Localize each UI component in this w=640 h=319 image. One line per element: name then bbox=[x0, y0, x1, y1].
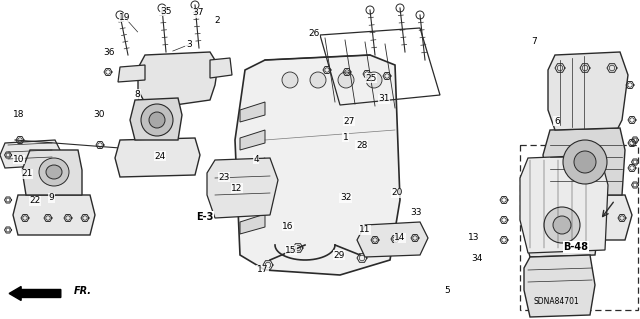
Text: 13: 13 bbox=[468, 233, 479, 242]
Text: 35: 35 bbox=[161, 7, 172, 16]
Polygon shape bbox=[118, 65, 145, 82]
Text: 30: 30 bbox=[93, 110, 105, 119]
Circle shape bbox=[574, 151, 596, 173]
Text: 26: 26 bbox=[308, 29, 319, 38]
Ellipse shape bbox=[46, 165, 62, 179]
Text: FR.: FR. bbox=[74, 286, 92, 296]
FancyArrow shape bbox=[9, 286, 61, 300]
Text: 23: 23 bbox=[218, 173, 230, 182]
Bar bbox=[520, 145, 638, 310]
Text: 32: 32 bbox=[340, 193, 351, 202]
Polygon shape bbox=[548, 52, 628, 130]
Text: 27: 27 bbox=[343, 117, 355, 126]
Polygon shape bbox=[240, 214, 265, 234]
Text: B-48: B-48 bbox=[563, 242, 589, 252]
Polygon shape bbox=[240, 158, 265, 178]
Text: 31: 31 bbox=[378, 94, 390, 103]
Circle shape bbox=[553, 216, 571, 234]
Polygon shape bbox=[207, 158, 278, 218]
Text: 12: 12 bbox=[231, 184, 243, 193]
Circle shape bbox=[366, 72, 382, 88]
Circle shape bbox=[563, 140, 607, 184]
Text: 17: 17 bbox=[257, 265, 268, 274]
Polygon shape bbox=[130, 98, 182, 140]
Polygon shape bbox=[210, 58, 232, 78]
Ellipse shape bbox=[39, 158, 69, 186]
Polygon shape bbox=[0, 140, 60, 168]
Text: 3: 3 bbox=[186, 40, 191, 49]
Polygon shape bbox=[538, 195, 632, 240]
Text: 7: 7 bbox=[532, 37, 537, 46]
Text: 20: 20 bbox=[391, 189, 403, 197]
Text: 16: 16 bbox=[282, 222, 294, 231]
Text: 28: 28 bbox=[356, 141, 367, 150]
Text: 6: 6 bbox=[554, 117, 559, 126]
Text: 21: 21 bbox=[21, 169, 33, 178]
Polygon shape bbox=[235, 55, 400, 275]
Polygon shape bbox=[115, 138, 200, 177]
Text: 33: 33 bbox=[410, 208, 422, 217]
Text: 22: 22 bbox=[29, 197, 41, 205]
Polygon shape bbox=[524, 255, 595, 317]
Text: 18: 18 bbox=[13, 110, 25, 119]
Text: 29: 29 bbox=[333, 251, 345, 260]
Polygon shape bbox=[524, 193, 600, 257]
Text: 15: 15 bbox=[285, 246, 297, 255]
Text: 36: 36 bbox=[103, 48, 115, 57]
Text: 9: 9 bbox=[49, 193, 54, 202]
Text: 37: 37 bbox=[193, 8, 204, 17]
Text: 25: 25 bbox=[365, 74, 377, 83]
Text: 1: 1 bbox=[343, 133, 348, 142]
Polygon shape bbox=[357, 222, 428, 257]
Polygon shape bbox=[138, 52, 218, 105]
Circle shape bbox=[338, 72, 354, 88]
Text: 11: 11 bbox=[359, 225, 371, 234]
Polygon shape bbox=[240, 130, 265, 150]
Circle shape bbox=[141, 104, 173, 136]
Circle shape bbox=[310, 72, 326, 88]
Text: 5: 5 bbox=[444, 286, 449, 295]
Polygon shape bbox=[22, 150, 82, 195]
Text: 19: 19 bbox=[119, 13, 131, 22]
Text: 10: 10 bbox=[13, 155, 25, 164]
Text: E-3: E-3 bbox=[196, 212, 214, 222]
Polygon shape bbox=[240, 102, 265, 122]
Text: 14: 14 bbox=[394, 233, 406, 242]
Circle shape bbox=[149, 112, 165, 128]
Polygon shape bbox=[543, 128, 625, 195]
Polygon shape bbox=[240, 186, 265, 206]
Text: 24: 24 bbox=[154, 152, 166, 161]
Text: 8: 8 bbox=[135, 90, 140, 99]
Polygon shape bbox=[520, 155, 608, 253]
Text: 34: 34 bbox=[471, 254, 483, 263]
Text: 2: 2 bbox=[215, 16, 220, 25]
Circle shape bbox=[282, 72, 298, 88]
Circle shape bbox=[544, 207, 580, 243]
Text: 4: 4 bbox=[253, 155, 259, 164]
Text: SDNA84701: SDNA84701 bbox=[534, 297, 580, 306]
Polygon shape bbox=[13, 195, 95, 235]
